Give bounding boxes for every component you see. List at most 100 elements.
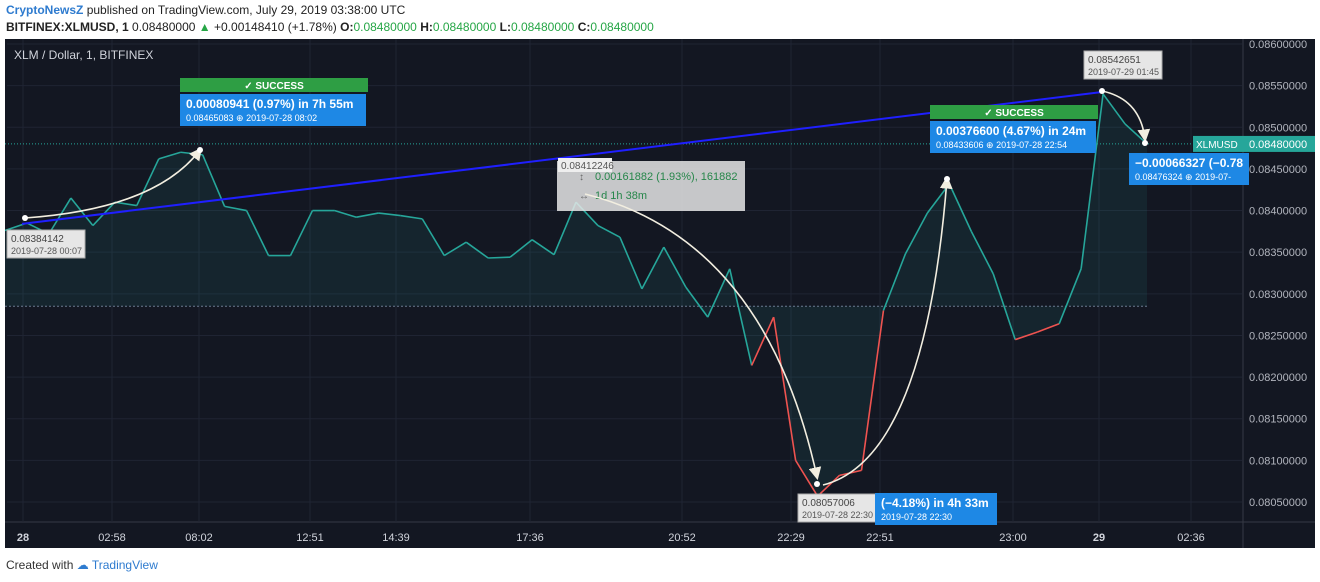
series-segment [685, 286, 709, 318]
y-tick-label: 0.08100000 [1249, 455, 1307, 467]
author-link[interactable]: CryptoNewsZ [6, 3, 84, 17]
series-segment [1102, 93, 1126, 125]
projection-arrow[interactable] [1101, 90, 1151, 143]
series-segment [48, 197, 72, 235]
callout-box[interactable] [180, 94, 366, 126]
close-value: 0.08480000 [590, 20, 654, 34]
open-value: 0.08480000 [353, 20, 417, 34]
symbol-label: BITFINEX:XLMUSD, 1 [6, 20, 129, 34]
close-label: C: [577, 20, 591, 34]
callout-main: 0.00080941 (0.97%) in 7h 55m [186, 97, 353, 111]
publish-line: CryptoNewsZ published on TradingView.com… [6, 3, 405, 17]
series-segment [421, 218, 445, 256]
callout-main: (−4.18%) in 4h 33m [881, 496, 989, 510]
series-segment [245, 210, 270, 256]
series-segment [289, 210, 314, 256]
series-segment [619, 236, 643, 290]
x-tick-label: 02:58 [98, 532, 126, 544]
x-tick-label: 12:51 [296, 532, 324, 544]
series-segment [465, 241, 489, 259]
series-segment [488, 256, 511, 259]
marker-label: 0.08412246 [561, 161, 614, 172]
series-segment [728, 268, 753, 366]
measure-time-icon: ↔ [579, 191, 589, 202]
anchor-point[interactable] [1099, 88, 1105, 94]
callout-box[interactable] [1129, 153, 1249, 185]
low-value: 0.08480000 [510, 20, 575, 34]
y-tick-label: 0.08550000 [1249, 81, 1307, 93]
x-tick-label: 02:36 [1177, 532, 1205, 544]
projection-arrow[interactable] [584, 193, 822, 481]
x-tick-label: 22:29 [777, 532, 805, 544]
price-marker [1083, 50, 1163, 80]
series-segment [904, 212, 929, 255]
last-price-tag [1243, 135, 1315, 152]
price-marker [6, 229, 86, 259]
marker-box [558, 158, 612, 172]
change-value: +0.00148410 (+1.78%) [214, 20, 337, 34]
price-marker-value: 0.08542651 [1088, 55, 1141, 66]
series-segment [531, 239, 555, 256]
tradingview-link[interactable]: TradingView [91, 558, 158, 572]
anchor-point[interactable] [944, 176, 950, 182]
x-tick-label: 08:02 [185, 532, 213, 544]
series-segment [992, 273, 1016, 340]
success-badge [180, 78, 368, 92]
series-segment [443, 241, 467, 257]
anchor-point[interactable] [197, 147, 203, 153]
price-marker [797, 493, 877, 523]
success-badge-label: ✓ SUCCESS [984, 108, 1044, 119]
anchor-point[interactable] [814, 481, 820, 487]
price-chart[interactable]: 0.08050000 0.08100000 0.08150000 0.08200000… [5, 39, 1315, 548]
last-price-text: 0.08480000 [1249, 139, 1307, 151]
price-marker-date: 2019-07-29 01:45 [1088, 67, 1159, 77]
y-tick-label: 0.08500000 [1249, 122, 1307, 134]
series-segment [70, 197, 94, 227]
symbol-axis-text: XLMUSD [1196, 140, 1238, 151]
y-tick-label: 0.08400000 [1249, 206, 1307, 218]
callout-main: −0.00066327 (−0.78 [1135, 156, 1243, 170]
anchor-point[interactable] [22, 215, 28, 221]
series-segment [772, 317, 797, 461]
chart-title: XLM / Dollar, 1, BITFINEX [14, 48, 153, 62]
series-segment [114, 201, 137, 207]
projection-arrow[interactable] [24, 147, 202, 219]
series-segment [597, 224, 621, 238]
price-value: 0.08480000 [132, 20, 196, 34]
projection-arrow[interactable] [822, 175, 953, 486]
price-marker-value: 0.08384142 [11, 234, 64, 245]
anchor-point[interactable] [1142, 140, 1148, 146]
x-tick-label: 22:51 [866, 532, 894, 544]
y-tick-label: 0.08350000 [1249, 247, 1307, 259]
series-segment [1080, 93, 1104, 269]
x-tick-label: 28 [17, 532, 29, 544]
series-segment [356, 212, 379, 218]
series-segment [663, 246, 687, 288]
series-segment [882, 253, 907, 311]
x-tick-label: 29 [1093, 532, 1105, 544]
series-segment [970, 230, 994, 275]
callout-sub: 0.08433606 ⊕ 2019-07-28 22:54 [936, 140, 1067, 150]
series-segment [509, 239, 533, 258]
price-marker-date: 2019-07-28 22:30 [802, 510, 873, 520]
symbol-axis-label [1193, 135, 1243, 152]
series-segment [1036, 323, 1060, 333]
series-segment [334, 209, 357, 218]
measure-duration: 1d 1h 38m [595, 190, 647, 202]
y-tick-label: 0.08200000 [1249, 372, 1307, 384]
high-value: 0.08480000 [432, 20, 497, 34]
series-segment [378, 212, 401, 217]
y-tick-label: 0.08150000 [1249, 414, 1307, 426]
published-text: published on TradingView.com, July 29, 2… [86, 3, 406, 17]
measure-price-icon: ↕ [579, 172, 584, 183]
open-label: O: [340, 20, 354, 34]
price-marker-value: 0.08057006 [802, 498, 855, 509]
series-segment [817, 474, 841, 497]
success-badge [930, 105, 1098, 119]
callout-box[interactable] [930, 121, 1096, 153]
created-with-text: Created with [6, 558, 74, 572]
success-badge-label: ✓ SUCCESS [244, 81, 304, 92]
y-tick-label: 0.08450000 [1249, 164, 1307, 176]
callout-box[interactable] [875, 493, 997, 525]
high-label: H: [420, 20, 433, 34]
